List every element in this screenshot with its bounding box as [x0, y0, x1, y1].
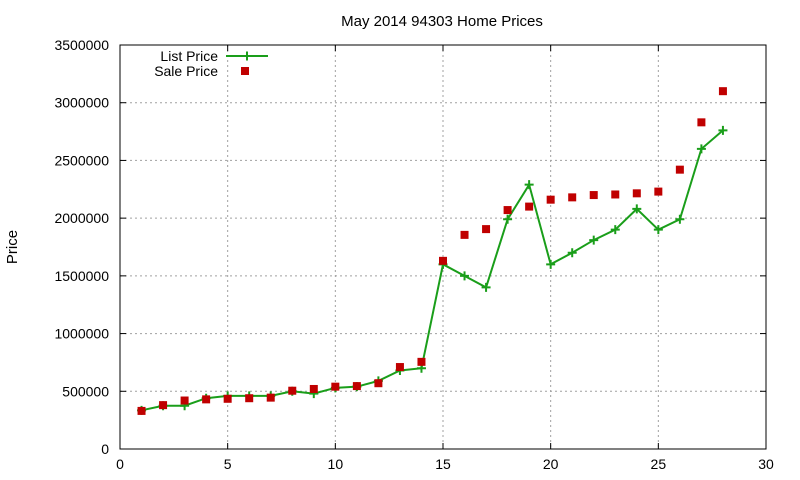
x-tick-label: 0 — [116, 456, 124, 472]
legend-marker-list-price — [242, 51, 252, 61]
x-tick-label: 15 — [435, 456, 451, 472]
x-tick-label: 20 — [543, 456, 559, 472]
list-price-point — [481, 282, 491, 292]
x-tick-label: 25 — [651, 456, 667, 472]
sale-price-point — [352, 382, 361, 391]
sale-price-point — [331, 382, 340, 391]
y-tick-label: 500000 — [62, 383, 109, 399]
x-tick-label: 10 — [328, 456, 344, 472]
sale-price-point — [395, 363, 404, 372]
gridlines — [120, 45, 766, 449]
sale-price-point — [568, 193, 577, 202]
x-tick-label: 30 — [758, 456, 774, 472]
list-price-point — [610, 225, 620, 235]
list-price-point — [653, 225, 663, 235]
y-tick-label: 3500000 — [54, 37, 109, 53]
legend-marker-sale-price — [241, 67, 249, 75]
sale-price-point — [697, 118, 706, 127]
sale-price-point — [675, 165, 684, 174]
y-tick-label: 1500000 — [54, 268, 109, 284]
legend: List Price Sale Price — [154, 48, 268, 79]
sale-price-point — [611, 190, 620, 199]
plot-frame — [119, 44, 767, 450]
y-tick-label: 0 — [101, 441, 109, 457]
list-price-point — [460, 271, 470, 281]
sale-price-point — [245, 394, 254, 403]
sale-price-point — [266, 393, 275, 402]
sale-price-point — [718, 87, 727, 96]
list-price-point — [632, 204, 642, 214]
sale-price-point — [546, 195, 555, 204]
sale-price-point — [632, 189, 641, 198]
sale-price-point — [202, 395, 211, 404]
y-axis-label: Price — [4, 230, 21, 264]
sale-price-point — [180, 396, 189, 405]
sale-price-point — [482, 225, 491, 234]
list-price-point — [675, 214, 685, 224]
chart-title: May 2014 94303 Home Prices — [341, 13, 543, 30]
sale-price-point — [374, 379, 383, 388]
sale-price-point — [137, 406, 146, 415]
sale-price-point — [159, 401, 168, 410]
list-price-point — [503, 214, 513, 224]
sale-price-point — [654, 187, 663, 196]
list-price-line — [141, 129, 724, 412]
list-price-point — [546, 259, 556, 269]
sale-price-point — [288, 386, 297, 395]
sale-price-point — [223, 394, 232, 403]
legend-label-sale-price: Sale Price — [154, 63, 218, 79]
list-price-point — [718, 125, 728, 135]
sale-price-point — [309, 384, 318, 393]
tick-labels: 0 5 10 15 20 25 30 0 500000 1000000 1500000 2000000… — [54, 37, 774, 472]
list-price-point — [567, 248, 577, 258]
list-price-point — [589, 235, 599, 245]
y-tick-label: 1000000 — [54, 326, 109, 342]
y-tick-label: 3000000 — [54, 95, 109, 111]
list-price-point — [696, 144, 706, 154]
x-tick-label: 5 — [224, 456, 232, 472]
legend-label-list-price: List Price — [160, 48, 218, 64]
sale-price-point — [439, 256, 447, 265]
sale-price-point — [503, 206, 512, 215]
sale-price-point — [460, 230, 469, 239]
sale-price-point — [589, 191, 598, 200]
sale-price-point — [525, 202, 534, 211]
y-tick-label: 2500000 — [54, 152, 109, 168]
series-layer — [137, 87, 728, 415]
sale-price-point — [417, 357, 426, 366]
list-price-point — [524, 180, 534, 190]
y-tick-label: 2000000 — [54, 210, 109, 226]
